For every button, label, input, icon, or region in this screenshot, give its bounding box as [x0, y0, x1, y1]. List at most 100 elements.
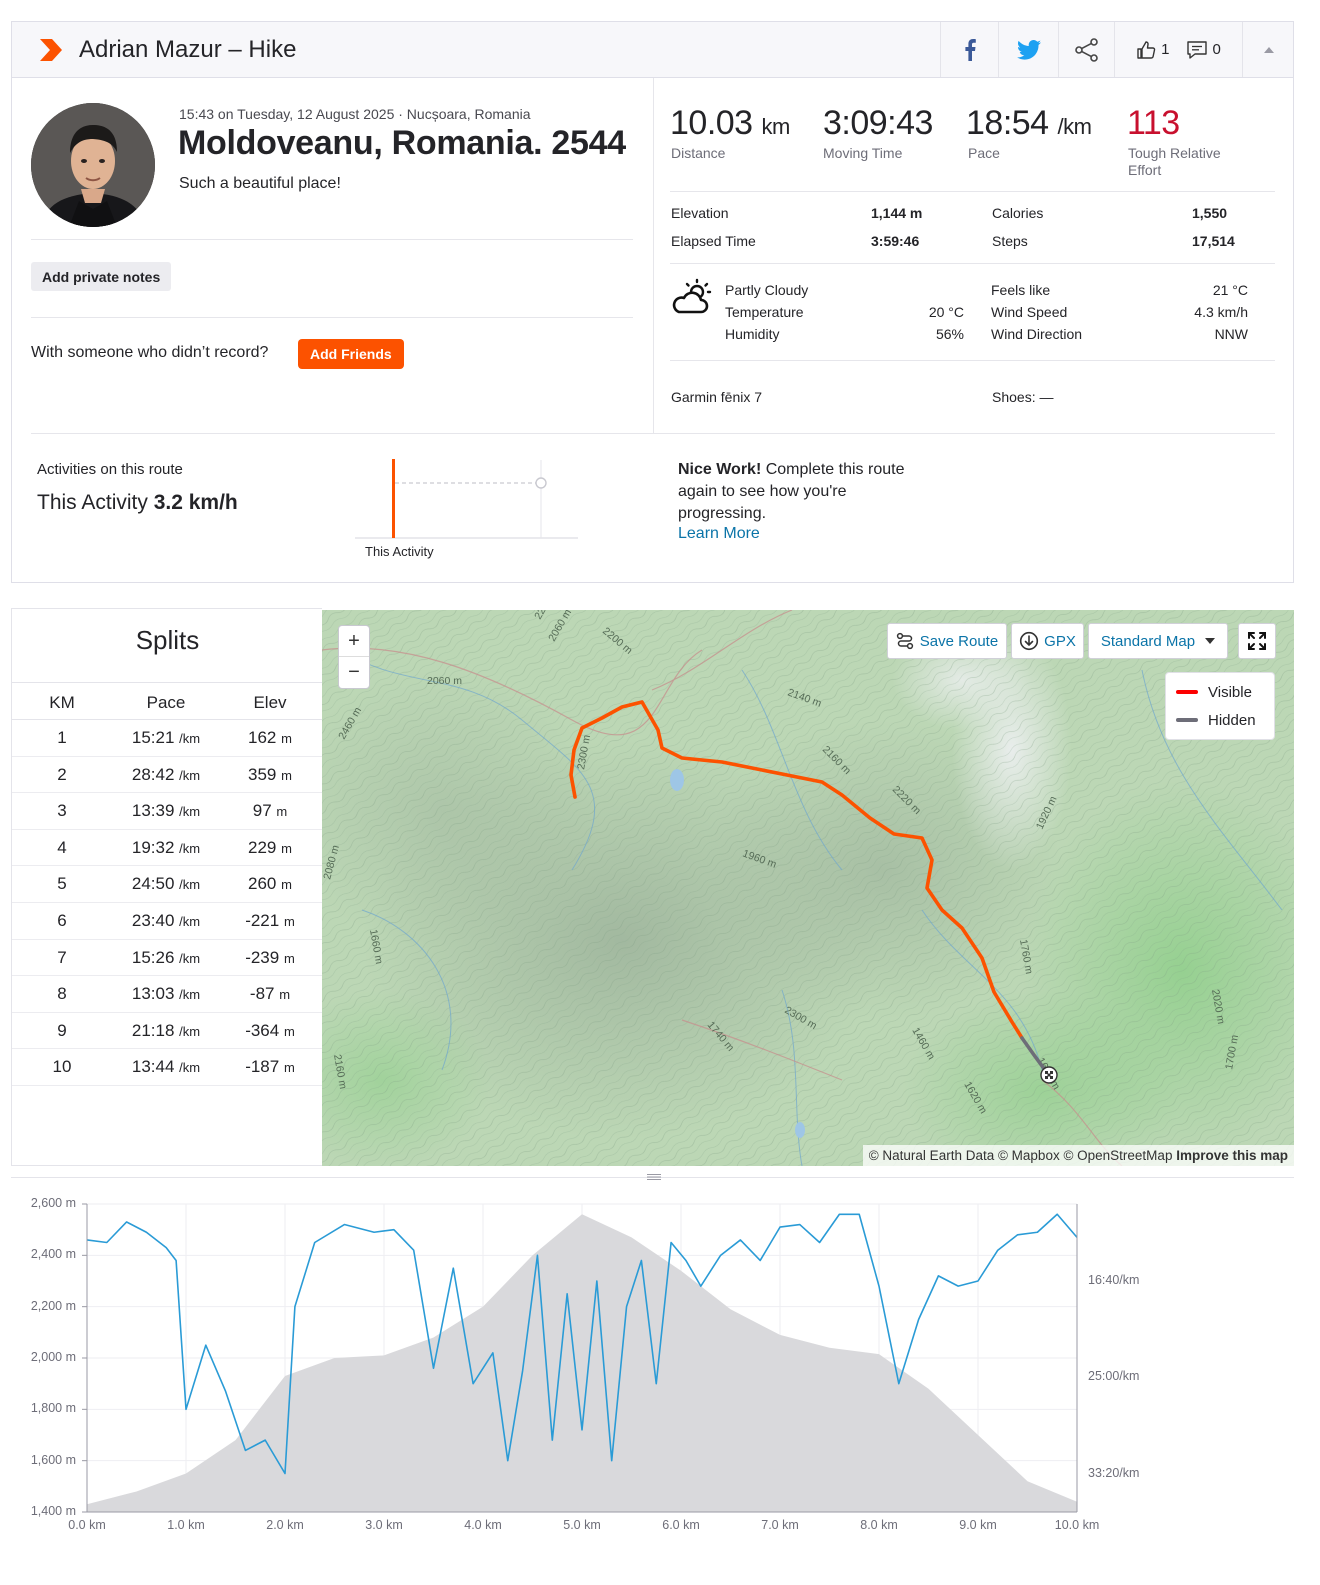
- comment-icon: [1186, 40, 1207, 59]
- kudos-count: 1: [1161, 41, 1170, 58]
- split-elev-unit: m: [281, 840, 292, 856]
- route-visible-line: [569, 700, 1024, 1040]
- split-row: 5 24:50 /km 260 m: [12, 866, 323, 903]
- distance-value: 10.03: [670, 104, 753, 142]
- finish-marker-icon: [1040, 1066, 1058, 1084]
- split-pace-unit: /km: [179, 1023, 201, 1039]
- split-pace-value: 23:40: [131, 911, 175, 930]
- humidity-value: 56%: [935, 326, 964, 342]
- x-tick-label: 1.0 km: [167, 1518, 205, 1532]
- elevation-pace-chart[interactable]: [0, 1190, 1320, 1550]
- steps-label: Steps: [992, 233, 1028, 249]
- route-comparison-chart: [355, 455, 585, 550]
- share-twitter-button[interactable]: [998, 22, 1058, 77]
- elevation-value: 1,144 m: [871, 205, 923, 221]
- y-tick-label: 1,400 m: [30, 1504, 76, 1518]
- split-pace: 24:50 /km: [116, 874, 216, 894]
- split-pace-unit: /km: [179, 987, 201, 1003]
- partly-cloudy-icon: [670, 278, 714, 323]
- route-message: Nice Work! Complete this route again to …: [678, 459, 938, 525]
- kudos-button[interactable]: 1: [1136, 40, 1170, 60]
- collapse-button[interactable]: [1242, 22, 1294, 77]
- this-activity-speed-value: 3.2 km/h: [153, 491, 238, 514]
- elapsed-time-value: 3:59:46: [871, 233, 920, 249]
- split-pace: 13:39 /km: [116, 801, 216, 821]
- y2-tick-label: 25:00/km: [1088, 1369, 1140, 1383]
- split-pace-value: 15:26: [131, 947, 175, 967]
- split-elev: 97 m: [220, 801, 320, 821]
- split-elev-unit: m: [276, 804, 288, 820]
- comments-button[interactable]: 0: [1186, 40, 1221, 60]
- splits-header-row: KM Pace Elev: [12, 682, 323, 720]
- zoom-in-button[interactable]: +: [339, 626, 369, 657]
- learn-more-link[interactable]: Learn More: [678, 525, 760, 542]
- map-attribution: © Natural Earth Data © Mapbox © OpenStre…: [862, 1145, 1294, 1166]
- split-row: 1 15:21 /km 162 m: [12, 720, 323, 757]
- wind-direction-label: Wind Direction: [991, 326, 1083, 342]
- split-km: 9: [57, 1020, 67, 1040]
- moving-time-value: 3:09:43: [823, 104, 933, 142]
- fullscreen-button[interactable]: [1238, 623, 1276, 659]
- map-style-select[interactable]: Standard Map: [1088, 623, 1228, 659]
- split-pace-unit: /km: [179, 877, 201, 893]
- split-elev-unit: m: [283, 914, 295, 929]
- split-elev-value: -187: [245, 1057, 280, 1077]
- split-pace-unit: /km: [179, 804, 201, 820]
- add-friends-button[interactable]: Add Friends: [298, 339, 404, 369]
- athlete-avatar[interactable]: [31, 103, 155, 227]
- activity-meta: 15:43 on Tuesday, 12 August 2025 · Nucșo…: [179, 106, 531, 122]
- split-pace: 13:44 /km: [116, 1057, 216, 1077]
- social-actions: 1 0: [1114, 22, 1242, 77]
- gpx-download-button[interactable]: GPX: [1011, 623, 1084, 659]
- attribution-text[interactable]: © Natural Earth Data © Mapbox © OpenStre…: [868, 1148, 1173, 1163]
- split-pace: 19:32 /km: [116, 838, 216, 858]
- split-row: 3 13:39 /km 97 m: [12, 793, 323, 830]
- device-name[interactable]: Garmin fēnix 7: [671, 389, 763, 405]
- wind-speed-value: 4.3 km/h: [1194, 304, 1248, 320]
- splits-title: Splits: [135, 625, 200, 655]
- split-elev-value: 229: [248, 837, 277, 857]
- split-elev-unit: m: [283, 950, 295, 966]
- split-km: 7: [57, 947, 67, 967]
- column-divider: [653, 78, 654, 433]
- split-pace-unit: /km: [179, 767, 201, 783]
- split-elev-value: -87: [249, 984, 275, 1004]
- split-pace: 21:18 /km: [116, 1021, 216, 1041]
- y-tick-label: 2,200 m: [30, 1298, 76, 1313]
- save-route-button[interactable]: Save Route: [887, 623, 1007, 659]
- share-button[interactable]: [1058, 22, 1114, 77]
- split-pace-unit: /km: [179, 1060, 201, 1076]
- split-elev-unit: m: [281, 767, 292, 783]
- route-message-text: Complete this route again to see how you…: [678, 461, 905, 522]
- split-row: 6 23:40 /km -221 m: [12, 903, 323, 940]
- activity-description: Such a beautiful place!: [179, 175, 341, 192]
- zoom-controls: + −: [338, 625, 370, 689]
- relative-effort-value[interactable]: 113: [1127, 104, 1180, 142]
- split-pace-value: 28:42: [131, 764, 175, 784]
- split-elev: 229 m: [220, 838, 320, 858]
- pace-line: [86, 1213, 1078, 1475]
- elevation-label: Elevation: [671, 205, 729, 221]
- split-pace: 28:42 /km: [116, 765, 216, 785]
- moving-time-label: Moving Time: [823, 145, 903, 161]
- zoom-out-button[interactable]: −: [348, 661, 360, 683]
- route-message-bold: Nice Work!: [678, 461, 762, 478]
- split-elev-unit: m: [283, 1023, 295, 1039]
- share-facebook-button[interactable]: [940, 22, 998, 77]
- weather-condition: Partly Cloudy: [725, 282, 809, 298]
- col-header-elev: Elev: [253, 693, 287, 712]
- split-km: 10: [52, 1057, 72, 1077]
- x-tick-label: 3.0 km: [365, 1518, 403, 1532]
- improve-map-link[interactable]: Improve this map: [1176, 1148, 1288, 1163]
- comment-count: 0: [1212, 41, 1221, 58]
- divider: [670, 360, 1275, 361]
- split-elev-value: 97: [252, 801, 272, 821]
- y-tick-label: 1,600 m: [30, 1452, 76, 1467]
- add-private-notes-button[interactable]: Add private notes: [31, 262, 172, 291]
- resize-handle[interactable]: [647, 1168, 661, 1186]
- split-elev-unit: m: [279, 987, 291, 1003]
- facebook-icon: [964, 38, 976, 61]
- split-elev-unit: m: [281, 731, 292, 746]
